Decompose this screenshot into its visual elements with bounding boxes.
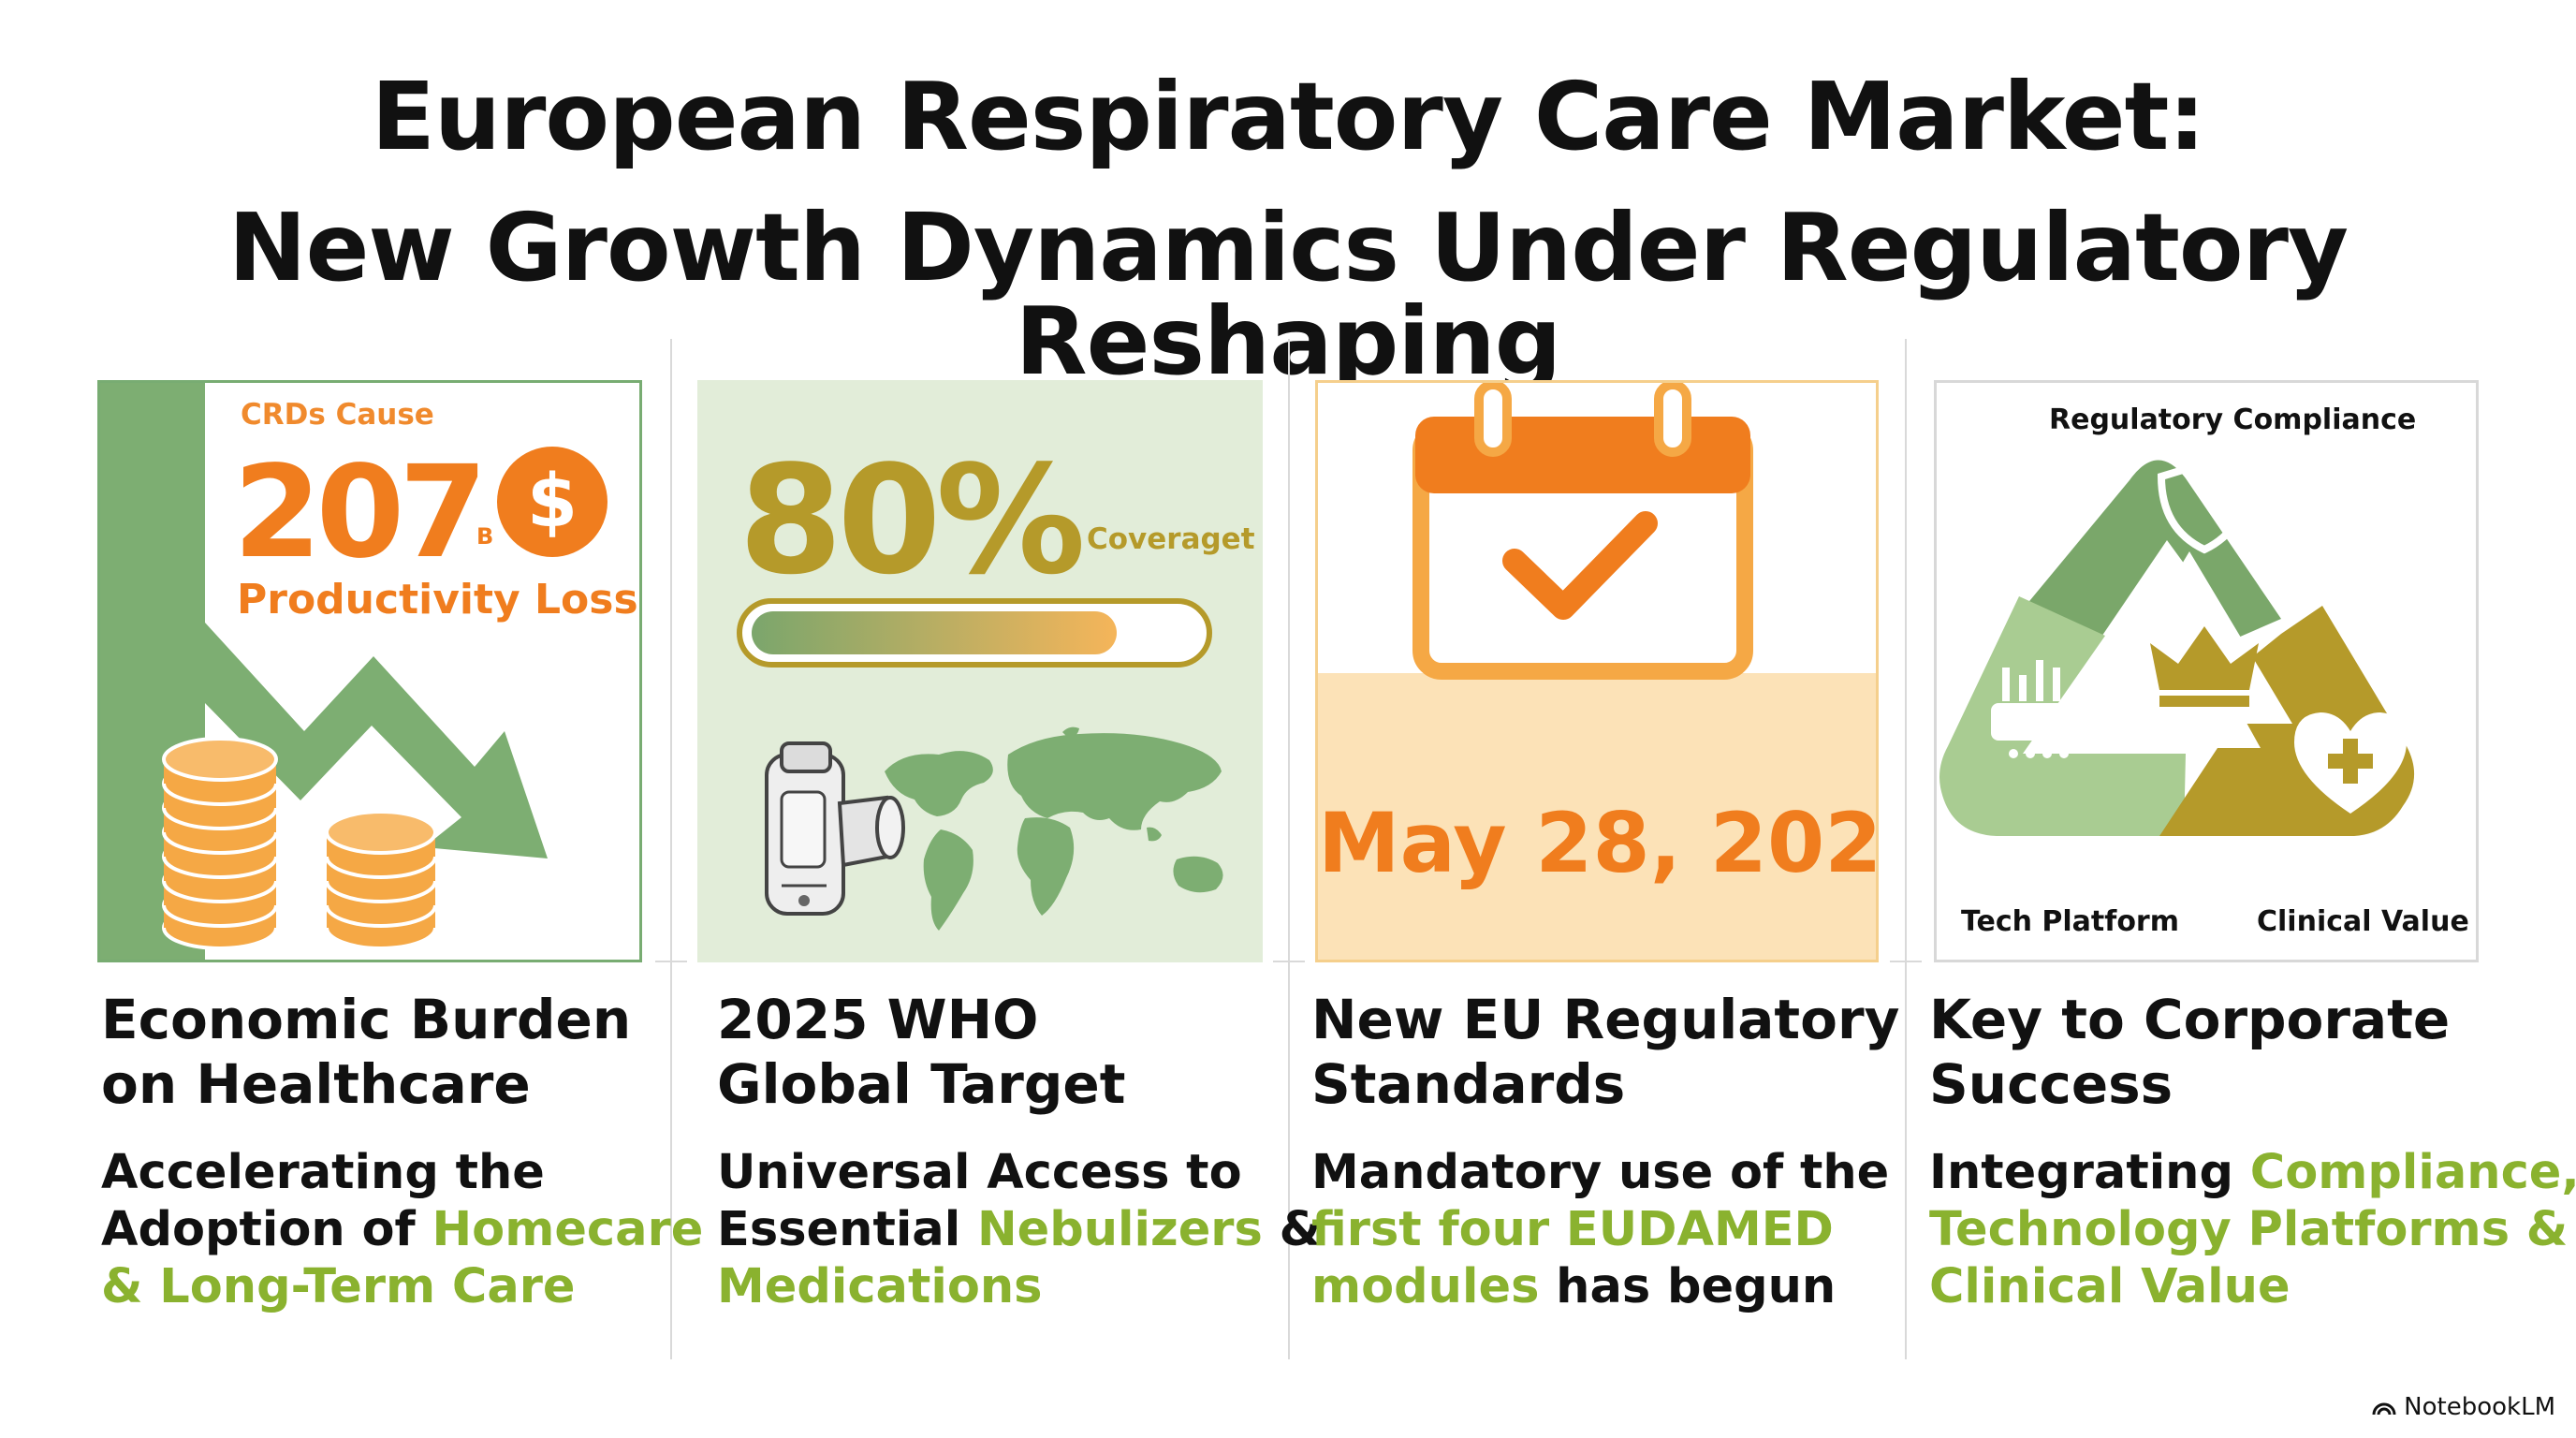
router-icon — [1991, 660, 2088, 758]
progress-bar — [737, 598, 1212, 668]
burden-value: 207 — [233, 439, 488, 587]
coverage-caption: Coveraget — [1087, 522, 1255, 556]
date-band — [1318, 673, 1876, 960]
card-desc-economic-burden: Accelerating the Adoption of Homecare & … — [101, 1145, 704, 1314]
regulatory-compliance-label: Regulatory Compliance — [2049, 404, 2417, 436]
compliance-date: May 28, 2026 — [1318, 795, 1879, 891]
success-triangle-diagram — [1939, 459, 2415, 836]
notebooklm-branding: NotebookLM — [2372, 1393, 2555, 1421]
calendar-check-icon — [1412, 383, 1753, 680]
divider-tick — [1890, 961, 1922, 962]
heart-plus-icon — [2294, 712, 2407, 814]
crds-cause-label: CRDs Cause — [241, 398, 434, 432]
down-trend-arrow-icon — [100, 383, 548, 960]
world-map-icon — [885, 726, 1223, 931]
card-desc-corporate-success: Integrating Compliance, Technology Platf… — [1929, 1145, 2576, 1314]
notebooklm-logo-icon — [2372, 1402, 2396, 1416]
nebulizer-icon — [765, 741, 905, 916]
page-title-line-1: European Respiratory Care Market: — [371, 62, 2206, 171]
column-divider — [670, 339, 672, 1359]
card-heading-eu-regulatory: New EU Regulatory Standards — [1311, 988, 1900, 1116]
clinical-value-label: Clinical Value — [2257, 905, 2469, 938]
card-heading-corporate-success: Key to Corporate Success — [1929, 988, 2451, 1116]
dollar-coin-icon: $ — [497, 447, 607, 557]
coin-stack-icon — [162, 737, 437, 950]
card-desc-eu-regulatory: Mandatory use of the first four EUDAMED … — [1311, 1145, 1890, 1314]
who-target-graphic: 80% Coveraget — [697, 380, 1263, 962]
corporate-success-graphic: Regulatory Compliance — [1934, 380, 2479, 962]
card-heading-economic-burden: Economic Burden on Healthcare — [101, 988, 632, 1116]
productivity-loss-caption: Productivity Loss — [237, 576, 638, 624]
crown-icon — [2150, 626, 2259, 707]
divider-tick — [1273, 961, 1305, 962]
tech-platform-label: Tech Platform — [1961, 905, 2179, 938]
column-divider — [1288, 339, 1290, 1359]
card-desc-who-target: Universal Access to Essential Nebulizers… — [717, 1145, 1322, 1314]
economic-burden-graphic: CRDs Cause 207 B $ Productivity Loss — [97, 380, 642, 962]
card-heading-who-target: 2025 WHO Global Target — [717, 988, 1126, 1116]
coverage-value: 80% — [739, 433, 1086, 608]
progress-bar-fill — [752, 611, 1117, 654]
tech-platform-segment — [1939, 596, 2186, 836]
brand-label: NotebookLM — [2404, 1393, 2555, 1421]
divider-tick — [655, 961, 687, 962]
burden-unit: B — [476, 523, 494, 550]
column-divider — [1905, 339, 1907, 1359]
regulatory-date-graphic: May 28, 2026 — [1315, 380, 1879, 962]
shield-icon — [2157, 459, 2252, 554]
